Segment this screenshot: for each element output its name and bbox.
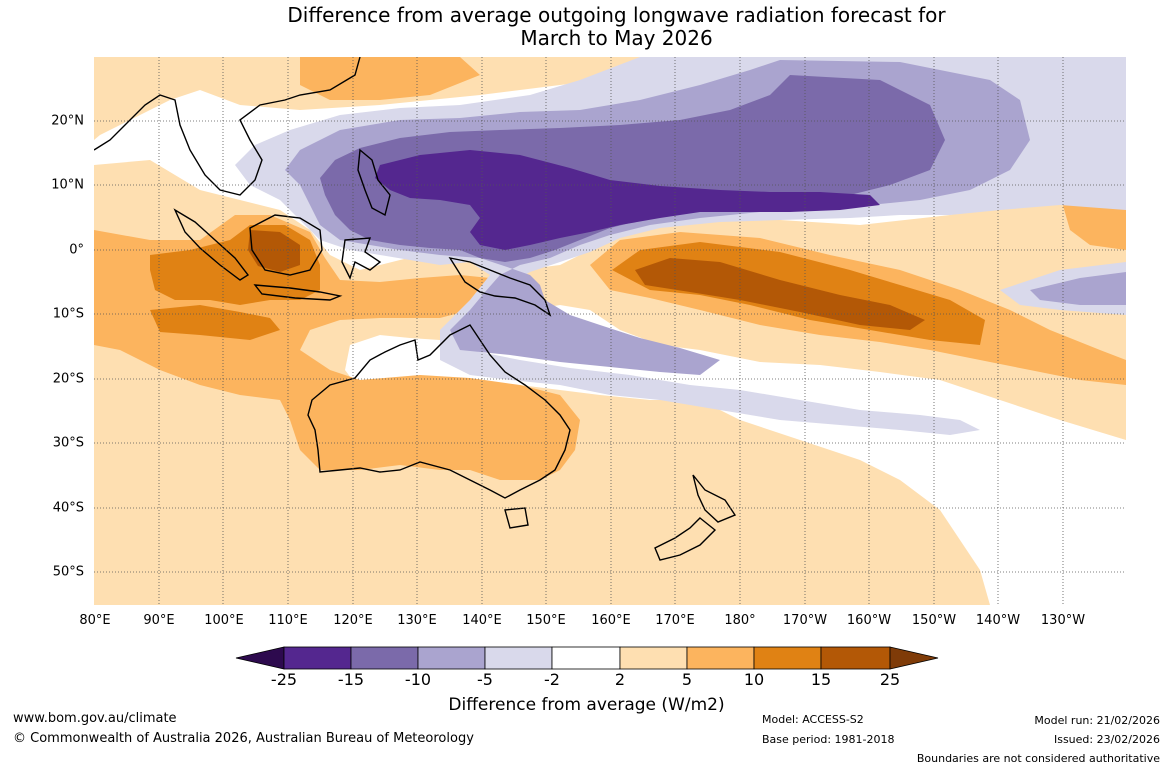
coastlines [94, 57, 737, 561]
website-link[interactable]: www.bom.gov.au/climate [13, 711, 177, 726]
colorbar-tick: 10 [743, 670, 765, 689]
colorbar-segment--10_-5 [417, 646, 486, 670]
map-title: Difference from average outgoing longwav… [0, 4, 1173, 50]
anomaly-fields [94, 57, 1126, 605]
colorbar-segment--25_-15 [283, 646, 352, 670]
australia-coastline [307, 324, 571, 499]
new-guinea-coastline [448, 256, 552, 317]
colorbar [235, 646, 939, 670]
positive-anomaly-15-25-pacific [635, 258, 925, 330]
asia-coastline [94, 57, 361, 196]
lat-label: 0° [69, 242, 84, 258]
sumatra-coastline [173, 208, 250, 281]
colorbar-extend-high [889, 646, 939, 670]
lon-label: 140°E [462, 613, 502, 628]
colorbar-tick: -2 [544, 670, 560, 689]
java-coastline [253, 284, 343, 301]
lon-label: 120°E [333, 613, 373, 628]
colorbar-segment-15_25 [820, 646, 891, 670]
lon-label: 110°E [268, 613, 308, 628]
lat-label: 20°S [52, 371, 84, 387]
base-period: Base period: 1981-2018 [762, 733, 895, 746]
borneo-coastline [249, 214, 323, 276]
positive-anomaly-2-5-north [94, 57, 740, 140]
lon-label: 180° [724, 613, 756, 628]
lon-label: 100°E [204, 613, 244, 628]
positive-anomaly-5-10-north [300, 57, 480, 100]
lon-label: 170°W [782, 613, 828, 628]
boundaries-disclaimer: Boundaries are not considered authoritat… [916, 752, 1160, 765]
title-line-1: Difference from average outgoing longwav… [287, 3, 946, 27]
colorbar-tick: 15 [810, 670, 832, 689]
colorbar-segment--5_-2 [484, 646, 553, 670]
lat-label: 10°S [52, 306, 84, 322]
lon-label: 140°W [975, 613, 1021, 628]
lon-label: 160°E [591, 613, 631, 628]
negative-anomaly-5-10-east [1030, 272, 1126, 305]
lon-label: 170°E [655, 613, 695, 628]
colorbar-tick: 25 [879, 670, 901, 689]
colorbar-tick: 5 [681, 670, 693, 689]
colorbar-title: Difference from average (W/m2) [448, 695, 725, 715]
colorbar-tick: -15 [337, 670, 365, 689]
lon-label: 130°E [397, 613, 437, 628]
positive-anomaly-15-25-borneo [248, 230, 300, 272]
negative-anomaly-10-15 [320, 75, 945, 262]
colorbar-tick: 2 [614, 670, 626, 689]
colorbar-segment--15_-10 [350, 646, 419, 670]
tasmania-coastline [504, 507, 529, 529]
lon-label: 160°W [846, 613, 892, 628]
graticule [94, 57, 1126, 605]
colorbar-segment-2_5 [619, 646, 688, 670]
copyright-text: © Commonwealth of Australia 2026, Austra… [13, 731, 474, 746]
model-run-date: Model run: 21/02/2026 [1034, 714, 1160, 727]
title-line-2: March to May 2026 [520, 26, 713, 50]
sulawesi-coastline [341, 237, 382, 280]
colorbar-extend-low [235, 646, 285, 670]
new-zealand-north-island [692, 474, 737, 523]
lat-label: 20°N [51, 113, 84, 129]
new-zealand-south-island [654, 517, 717, 561]
colorbar-tick: -5 [477, 670, 493, 689]
colorbar-segment--2_2 [551, 646, 621, 670]
philippines-coastline [357, 148, 391, 217]
issued-date: Issued: 23/02/2026 [1053, 733, 1160, 746]
lat-label: 10°N [51, 177, 84, 193]
lon-label: 130°W [1040, 613, 1086, 628]
colorbar-tick: -10 [404, 670, 432, 689]
lat-label: 30°S [52, 435, 84, 451]
negative-anomaly-15-25 [375, 150, 880, 250]
colorbar-tick: -25 [270, 670, 298, 689]
lon-label: 150°W [911, 613, 957, 628]
lon-label: 90°E [143, 613, 175, 628]
colorbar-segment-5_10 [686, 646, 755, 670]
lat-label: 40°S [52, 500, 84, 516]
lon-label: 80°E [79, 613, 111, 628]
lat-label: 50°S [52, 564, 84, 580]
colorbar-segment-10_15 [753, 646, 822, 670]
lon-label: 150°E [526, 613, 566, 628]
model-name: Model: ACCESS-S2 [762, 713, 864, 726]
